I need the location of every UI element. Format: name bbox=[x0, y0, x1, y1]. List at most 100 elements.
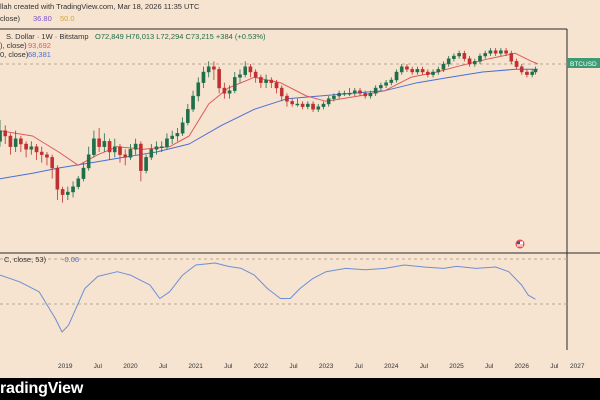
candle-body-13 bbox=[66, 191, 70, 195]
candles-layer bbox=[0, 48, 538, 203]
ma2-value: 68,381 bbox=[28, 50, 51, 59]
x-tick-label-7: Jul bbox=[289, 363, 298, 370]
candle-body-101 bbox=[525, 71, 529, 75]
candle-body-98 bbox=[509, 53, 514, 62]
candle-body-93 bbox=[483, 53, 488, 57]
candle-body-21 bbox=[107, 141, 112, 153]
ma-long-layer bbox=[0, 68, 538, 180]
candle-body-45 bbox=[232, 77, 237, 91]
x-tick-label-12: 2025 bbox=[449, 363, 464, 370]
candle-body-80 bbox=[415, 69, 420, 73]
candle-body-17 bbox=[86, 154, 91, 169]
ma1-label: ), close) bbox=[0, 41, 27, 50]
candle-body-50 bbox=[259, 77, 263, 83]
candle-body-85 bbox=[441, 63, 446, 70]
candle-body-36 bbox=[186, 109, 190, 123]
x-tick-label-11: Jul bbox=[420, 363, 429, 370]
candle-body-84 bbox=[436, 69, 441, 73]
x-tick-label-5: Jul bbox=[224, 363, 233, 370]
candle-body-29 bbox=[149, 149, 154, 158]
candle-body-0 bbox=[0, 130, 2, 142]
x-tick-label-6: 2022 bbox=[254, 363, 269, 370]
candle-body-6 bbox=[29, 146, 34, 150]
candle-body-7 bbox=[34, 146, 39, 153]
candle-body-30 bbox=[154, 146, 159, 150]
candle-body-60 bbox=[311, 103, 315, 110]
candle-body-62 bbox=[321, 103, 326, 107]
ma-long-line bbox=[0, 68, 538, 180]
candle-body-96 bbox=[499, 50, 503, 54]
candle-body-66 bbox=[342, 93, 347, 95]
candle-body-40 bbox=[206, 66, 211, 73]
candle-body-34 bbox=[175, 133, 180, 137]
candle-body-28 bbox=[144, 157, 148, 171]
oscillator-value: -0.06 bbox=[62, 255, 79, 264]
rsi-value-2: 50.0 bbox=[60, 14, 75, 23]
candle-body-91 bbox=[472, 61, 477, 65]
candle-body-71 bbox=[368, 93, 373, 97]
candle-body-52 bbox=[269, 79, 274, 83]
candle-body-19 bbox=[97, 138, 101, 147]
candle-body-97 bbox=[504, 50, 508, 54]
candle-body-10 bbox=[50, 157, 54, 169]
price-label-text: BTCUSD bbox=[570, 61, 597, 68]
ma-short-line bbox=[0, 52, 539, 166]
x-tick-label-2: 2020 bbox=[123, 363, 138, 370]
candle-body-92 bbox=[478, 55, 482, 62]
candle-body-35 bbox=[180, 122, 185, 134]
candle-body-57 bbox=[295, 103, 300, 106]
x-tick-label-8: 2023 bbox=[319, 363, 334, 370]
ma1-value: 93,692 bbox=[28, 41, 51, 50]
oscillator-label: C, close, 53) bbox=[4, 255, 47, 264]
candle-body-87 bbox=[452, 55, 456, 59]
candle-body-61 bbox=[316, 106, 321, 110]
candle-body-65 bbox=[337, 93, 341, 97]
x-tick-label-9: Jul bbox=[355, 363, 364, 370]
x-tick-label-3: Jul bbox=[159, 363, 168, 370]
candle-body-4 bbox=[19, 138, 23, 145]
candle-body-54 bbox=[279, 87, 284, 97]
candle-body-2 bbox=[8, 135, 13, 147]
x-tick-label-14: 2026 bbox=[515, 363, 530, 370]
candle-body-27 bbox=[139, 143, 143, 171]
candle-body-58 bbox=[300, 103, 305, 107]
candle-body-38 bbox=[196, 82, 201, 97]
candle-body-94 bbox=[488, 50, 493, 54]
candle-body-5 bbox=[24, 143, 28, 150]
candle-body-47 bbox=[243, 66, 248, 75]
candle-body-88 bbox=[457, 53, 461, 57]
candle-body-3 bbox=[13, 138, 18, 147]
candle-body-12 bbox=[60, 189, 65, 195]
price-label-bg bbox=[567, 58, 600, 68]
candle-body-100 bbox=[519, 66, 524, 73]
candle-body-89 bbox=[462, 53, 467, 59]
x-axis-layer: 2019 Jul 2020 Jul 2021 Jul 2022 Jul 2023 Jul 2024 J… bbox=[58, 363, 585, 370]
candle-body-83 bbox=[431, 71, 435, 75]
candle-body-43 bbox=[222, 87, 227, 94]
footer-bar: radingView bbox=[0, 378, 600, 400]
candle-body-49 bbox=[253, 71, 258, 78]
candle-body-1 bbox=[3, 130, 8, 137]
candle-body-59 bbox=[306, 103, 310, 107]
flag-icon[interactable] bbox=[515, 239, 525, 249]
candle-body-24 bbox=[123, 154, 128, 158]
candle-body-25 bbox=[128, 149, 133, 158]
oscillator-line bbox=[0, 262, 536, 333]
candle-body-55 bbox=[285, 95, 289, 102]
candle-body-16 bbox=[81, 167, 86, 179]
candle-body-39 bbox=[201, 71, 206, 83]
candle-body-41 bbox=[212, 66, 216, 70]
candle-body-51 bbox=[264, 79, 268, 83]
candle-body-70 bbox=[363, 93, 368, 97]
candle-body-102 bbox=[530, 71, 534, 75]
candle-body-74 bbox=[384, 82, 388, 86]
candle-body-78 bbox=[405, 66, 409, 70]
oscillator-layer bbox=[0, 262, 536, 333]
ma2-label: 0, close) bbox=[0, 50, 29, 59]
candle-body-9 bbox=[45, 154, 49, 158]
candle-body-75 bbox=[389, 79, 394, 83]
candle-body-26 bbox=[133, 143, 138, 150]
credit-text: llah created with TradingView.com, Mar 1… bbox=[0, 2, 200, 11]
candle-body-32 bbox=[165, 138, 169, 147]
